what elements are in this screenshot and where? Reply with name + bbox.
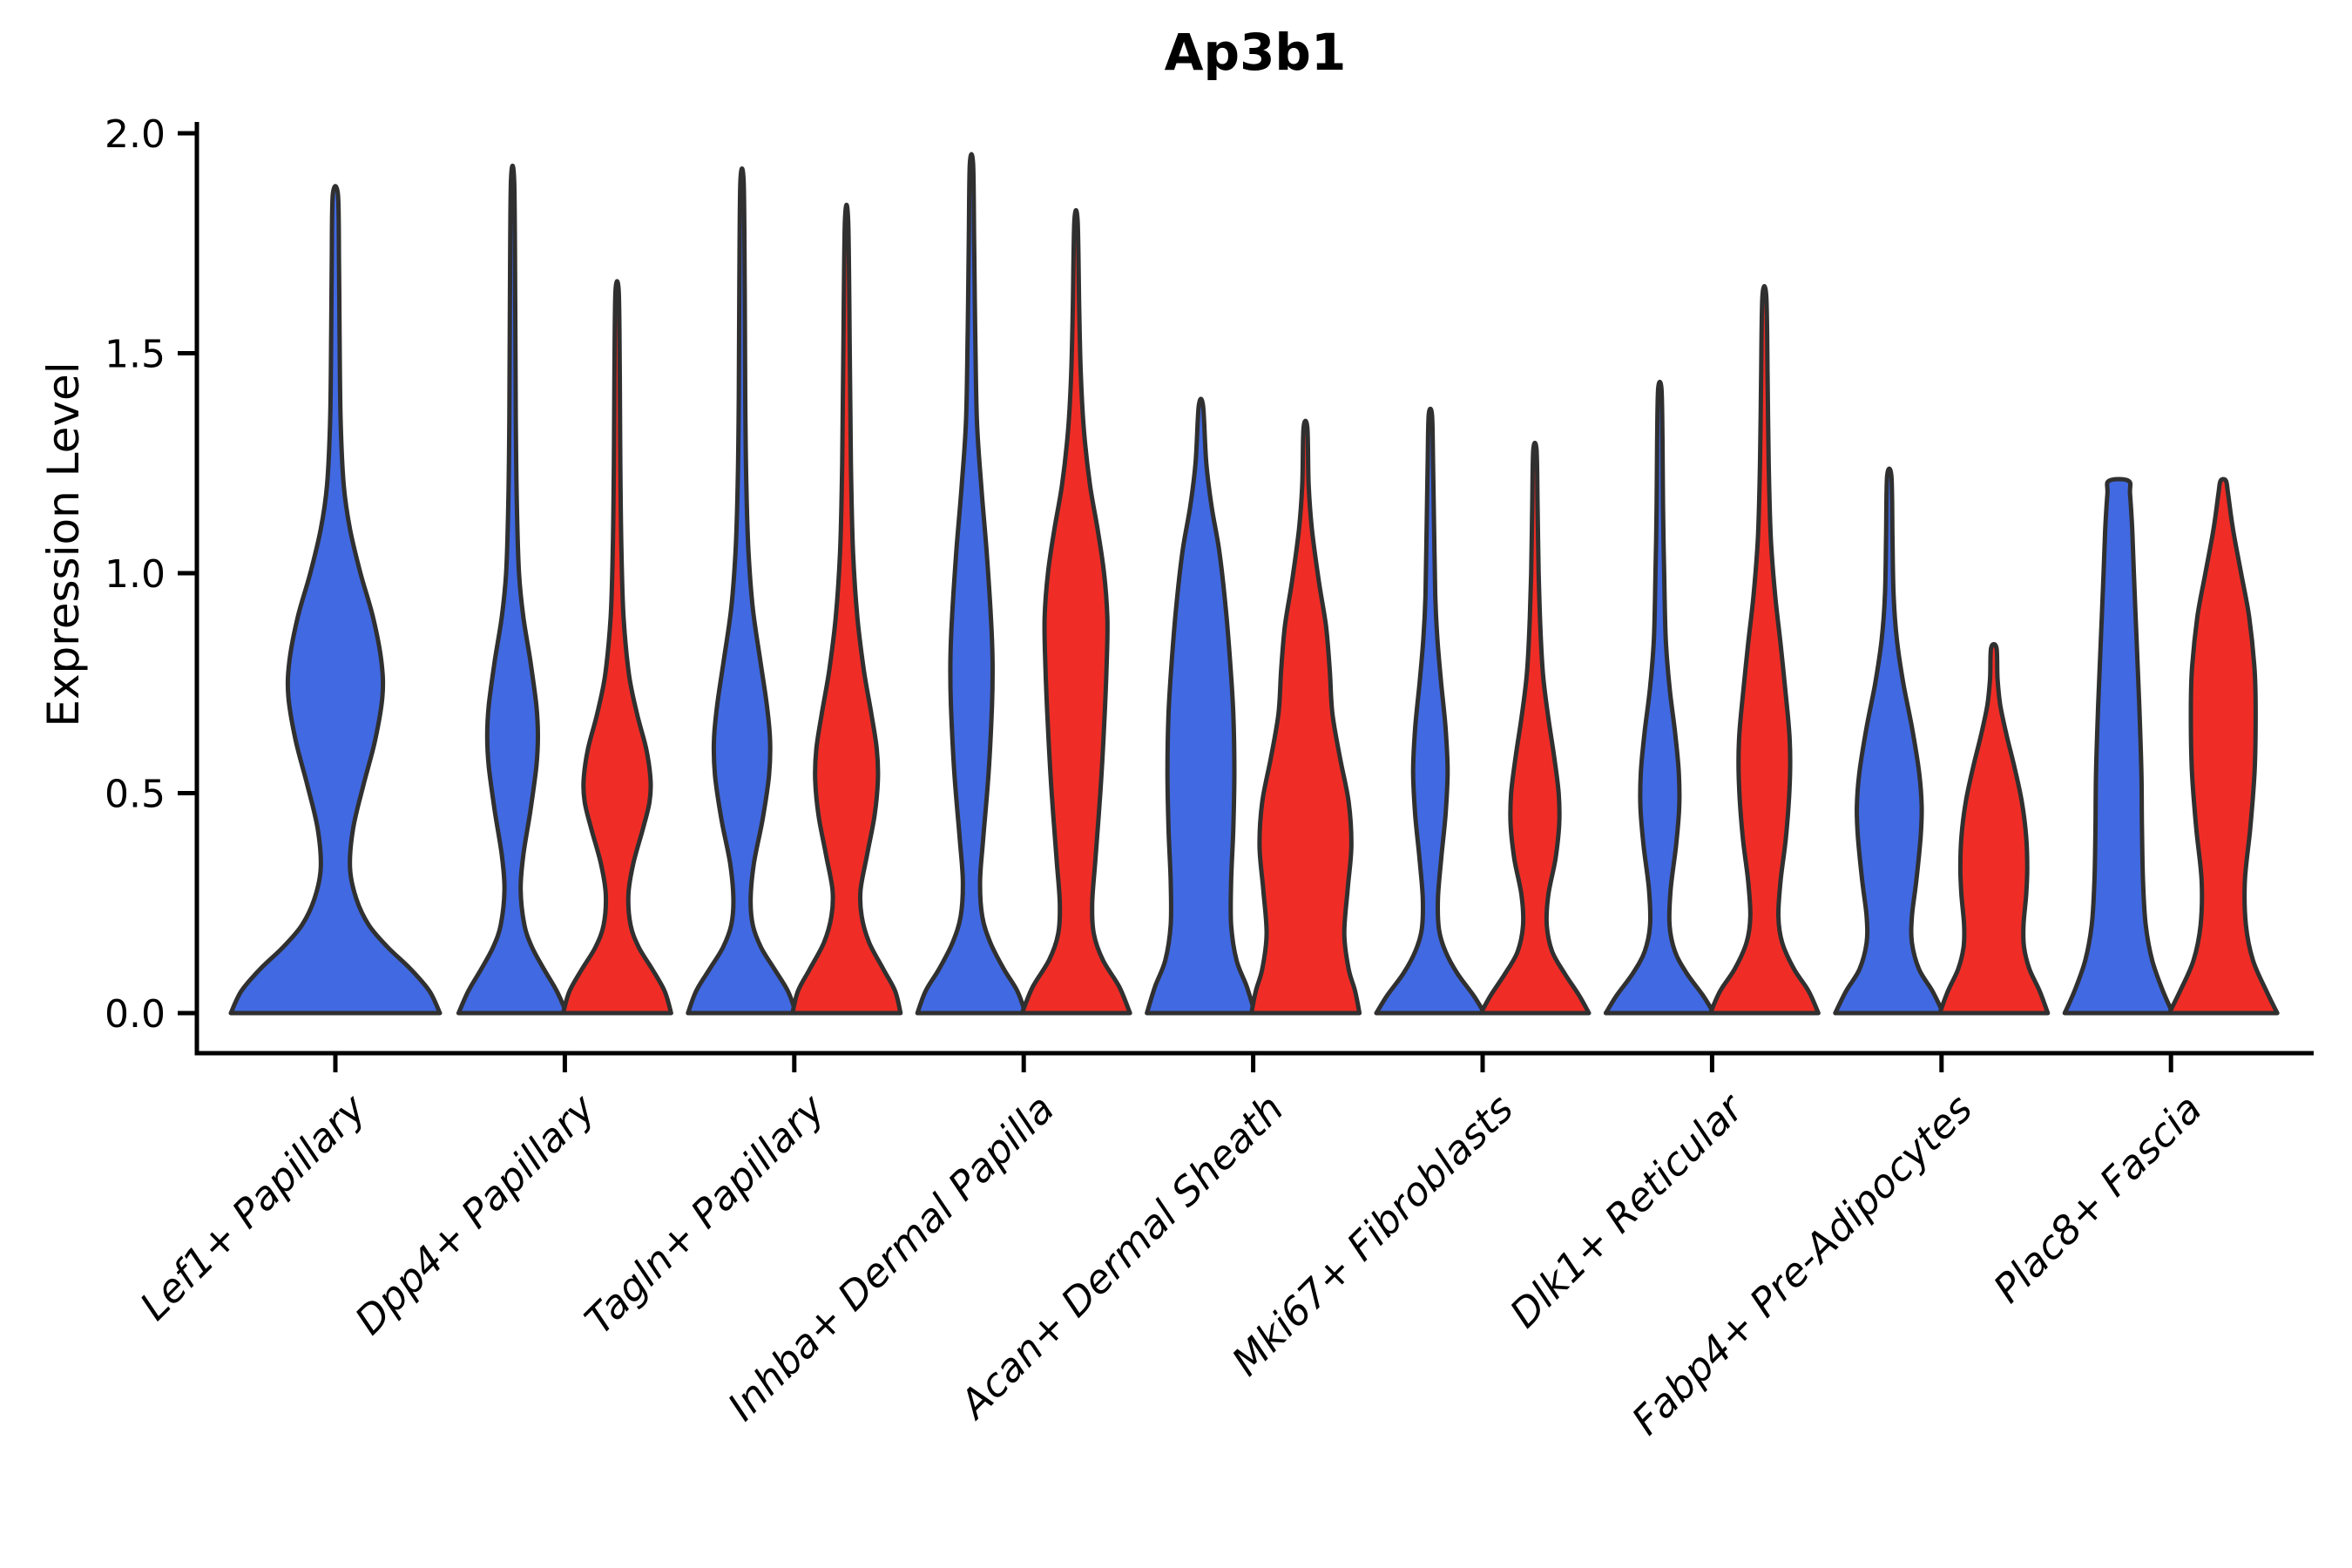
violin-lef1-papillary-blue — [228, 184, 443, 1016]
violin-inhba-dermal-papilla-blue — [915, 152, 1028, 1016]
violin-fabp4-pre-adipocytes-blue — [1833, 466, 1946, 1016]
violin-inhba-dermal-papilla-red — [1019, 207, 1132, 1016]
y-tick-label: 0.0 — [105, 992, 166, 1037]
violin-dpp4-papillary-red — [560, 279, 673, 1016]
violin-dlk1-reticular-red — [1707, 284, 1821, 1016]
violin-dlk1-reticular-blue — [1603, 379, 1716, 1016]
y-tick-label: 0.5 — [105, 773, 166, 817]
y-tick-label: 1.0 — [105, 552, 166, 597]
violin-plac8-fascia-blue — [2062, 476, 2175, 1016]
violin-acan-dermal-sheath-blue — [1145, 396, 1258, 1016]
violin-acan-dermal-sheath-red — [1249, 418, 1362, 1016]
violin-mki67-fibroblasts-blue — [1374, 406, 1487, 1016]
violin-tagln-papillary-blue — [686, 166, 799, 1016]
violin-dpp4-papillary-blue — [456, 163, 569, 1016]
y-tick-label: 1.5 — [105, 333, 166, 377]
violin-tagln-papillary-red — [790, 202, 903, 1016]
violin-mki67-fibroblasts-red — [1478, 440, 1592, 1016]
violin-fabp4-pre-adipocytes-red — [1937, 642, 2051, 1016]
y-tick-label: 2.0 — [105, 112, 166, 157]
violin-plac8-fascia-red — [2166, 476, 2280, 1016]
chart-title: Ap3b1 — [1164, 23, 1347, 82]
